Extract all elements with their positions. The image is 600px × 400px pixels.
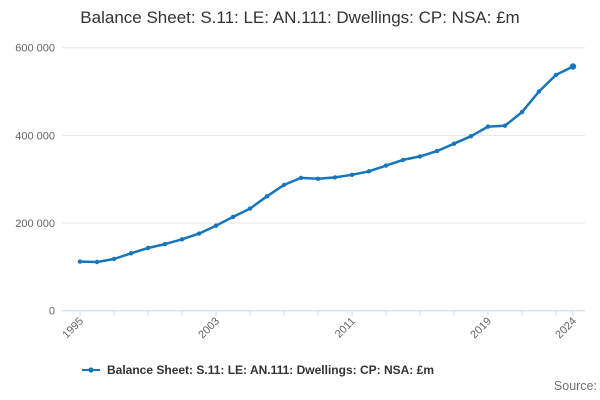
data-point[interactable] [553,72,559,78]
data-point[interactable] [281,182,287,188]
data-point[interactable] [485,124,491,129]
data-point[interactable] [315,176,321,181]
data-point[interactable] [196,231,202,236]
data-point[interactable] [179,237,185,242]
data-point[interactable] [298,175,304,181]
data-point[interactable] [247,206,253,211]
data-point[interactable] [77,259,83,264]
series-line[interactable] [78,65,575,264]
legend-series-marker-icon [82,367,100,373]
data-point[interactable] [519,109,525,115]
data-point[interactable] [451,141,457,146]
data-point[interactable] [536,89,542,94]
data-point[interactable] [400,157,406,163]
chart-title: Balance Sheet: S.11: LE: AN.111: Dwellin… [80,8,520,27]
data-point[interactable] [264,194,270,199]
data-point[interactable] [349,172,355,177]
y-axis-label: 400 000 [15,130,55,142]
data-point[interactable] [366,169,372,174]
data-point[interactable] [468,134,474,139]
x-axis-label: 2019 [468,315,494,341]
legend-series-label: Balance Sheet: S.11: LE: AN.111: Dwellin… [107,363,434,377]
data-point[interactable] [383,163,389,168]
data-point[interactable] [230,214,236,220]
y-axis-label: 200 000 [15,218,55,230]
data-point[interactable] [502,123,508,128]
y-axis-label: 600 000 [15,43,55,55]
x-axis-label: 2024 [553,315,579,341]
data-point[interactable] [213,223,219,228]
data-point[interactable] [162,241,168,247]
legend-item[interactable]: Balance Sheet: S.11: LE: AN.111: Dwellin… [82,363,434,377]
data-point[interactable] [128,251,134,256]
x-axis-label: 2011 [333,315,358,340]
data-point[interactable] [434,148,440,154]
data-point[interactable] [94,259,100,265]
data-point[interactable] [145,245,151,251]
x-axis-label: 1995 [60,315,86,341]
data-point[interactable] [417,154,423,159]
source-note: Source: [553,379,597,393]
y-axis-label: 0 [49,306,55,318]
data-point[interactable] [569,63,577,70]
x-axis-label: 2003 [196,315,222,341]
data-point[interactable] [332,175,338,180]
plot-area: 0 200 000 400 000 600 000 1995 2003 2011 2019 20… [15,43,585,341]
data-point[interactable] [111,256,117,262]
